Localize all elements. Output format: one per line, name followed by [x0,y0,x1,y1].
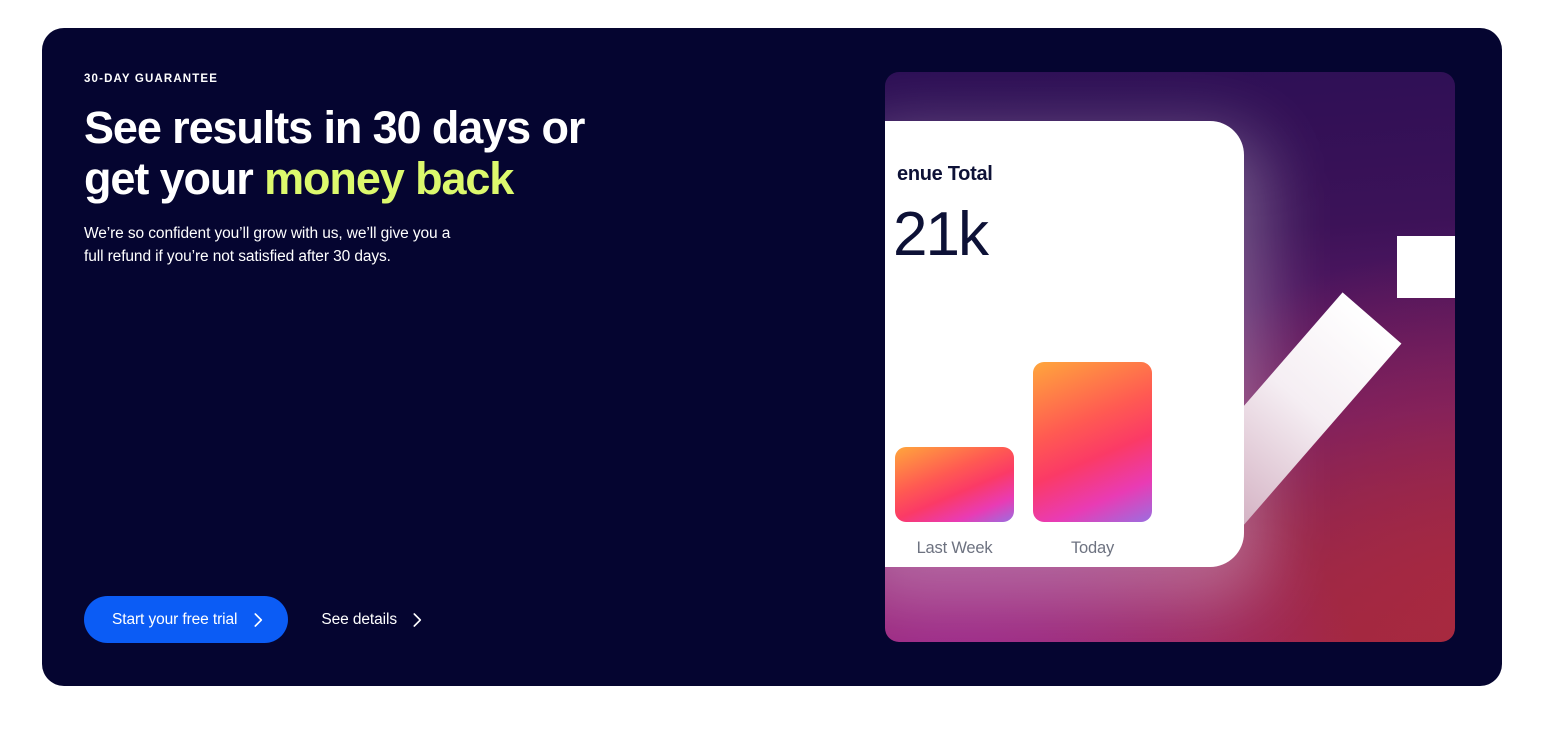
page-title: See results in 30 days or get your money… [84,102,684,204]
headline-line-2-plain: get your [84,153,265,204]
start-free-trial-button[interactable]: Start your free trial [84,596,289,643]
chevron-right-icon [413,612,422,627]
gradient-visual-panel: enue Total 21k Last Week Today [885,72,1455,642]
metric-title: enue Total [897,163,993,185]
chevron-right-icon [254,612,263,627]
headline-accent-text: money back [264,153,514,204]
promo-copy-column: 30-DAY GUARANTEE See results in 30 days … [84,72,684,268]
subcopy-line-2: full refund if you’re not satisfied afte… [84,248,391,265]
white-rectangle-decoration [1397,236,1455,298]
start-free-trial-label: Start your free trial [112,610,238,628]
cta-row: Start your free trial See details [84,596,422,643]
see-details-label: See details [321,610,397,628]
revenue-total-card: enue Total 21k Last Week Today [885,121,1244,567]
chart-bar [895,447,1014,522]
headline-line-1: See results in 30 days or [84,102,585,153]
eyebrow-label: 30-DAY GUARANTEE [84,73,219,85]
bar-chart: Last Week Today [885,362,1244,567]
promo-card: 30-DAY GUARANTEE See results in 30 days … [42,28,1502,686]
chart-bar [1033,362,1152,522]
chart-bar-label: Today [1070,539,1115,557]
chart-bar-label: Last Week [916,539,993,557]
promo-subcopy: We’re so confident you’ll grow with us, … [84,222,514,268]
metric-value: 21k [893,200,989,269]
subcopy-line-1: We’re so confident you’ll grow with us, … [84,225,451,242]
see-details-button[interactable]: See details [321,611,422,629]
